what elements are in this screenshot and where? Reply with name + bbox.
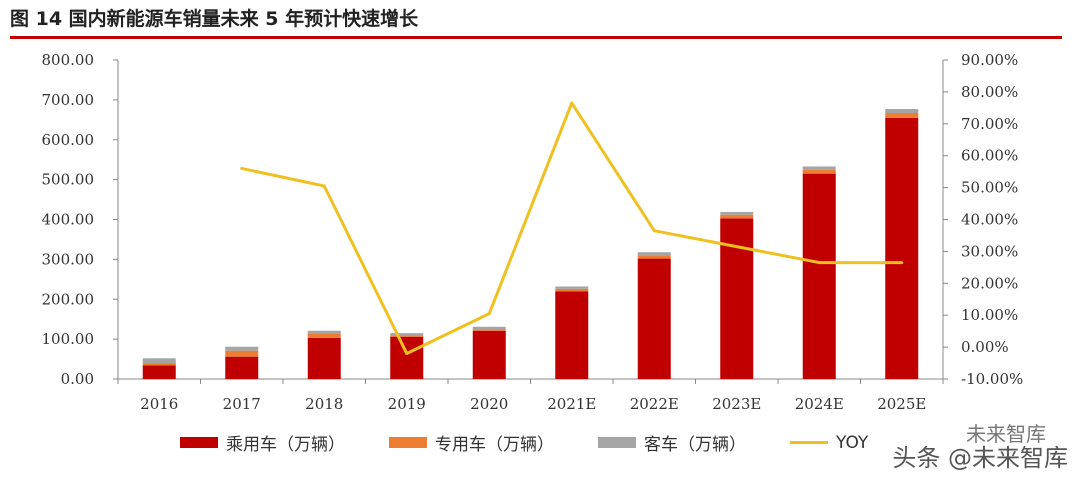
- y2-tick-label: 20.00%: [961, 274, 1018, 292]
- legend-swatch-special: [389, 437, 427, 448]
- bar-passenger: [885, 117, 919, 379]
- x-tick-label: 2024E: [795, 395, 844, 413]
- bar-special: [225, 350, 259, 357]
- bar-special: [802, 169, 836, 174]
- yoy-point: [735, 245, 739, 249]
- legend-label-passenger: 乘用车（万辆）: [226, 435, 345, 455]
- bar-special: [390, 335, 424, 337]
- bar-bus: [885, 109, 919, 114]
- legend-item-bus: 客车（万辆）: [598, 430, 746, 455]
- bar-bus: [390, 333, 424, 336]
- y-tick-label: 100.00: [42, 330, 95, 348]
- y2-tick-label: 90.00%: [961, 51, 1018, 69]
- bar-bus: [802, 166, 836, 170]
- y2-tick-label: -10.00%: [961, 370, 1023, 388]
- bar-special: [472, 329, 506, 331]
- legend-item-yoy: YOY: [790, 433, 868, 453]
- legend-label-bus: 客车（万辆）: [644, 435, 746, 455]
- bar-special: [142, 363, 176, 366]
- yoy-point: [487, 312, 491, 316]
- yoy-point: [570, 101, 574, 105]
- x-tick-label: 2018: [305, 395, 343, 413]
- y2-tick-label: 40.00%: [961, 211, 1018, 229]
- bar-bus: [307, 330, 341, 334]
- y2-tick-label: 30.00%: [961, 242, 1018, 260]
- bar-special: [307, 333, 341, 338]
- legend-label-special: 专用车（万辆）: [435, 435, 554, 455]
- bar-bus: [225, 346, 259, 351]
- y-tick-label: 400.00: [42, 211, 95, 229]
- y2-tick-label: 50.00%: [961, 179, 1018, 197]
- y-tick-label: 700.00: [42, 91, 95, 109]
- y-tick-label: 0.00: [61, 370, 94, 388]
- bar-bus: [472, 326, 506, 330]
- x-tick-label: 2019: [388, 395, 426, 413]
- y2-tick-label: 60.00%: [961, 147, 1018, 165]
- legend-label-yoy: YOY: [836, 432, 869, 453]
- bar-passenger: [472, 330, 506, 379]
- bar-passenger: [307, 337, 341, 379]
- legend-swatch-bus: [598, 437, 636, 448]
- bar-special: [720, 214, 754, 219]
- y-tick-label: 800.00: [42, 51, 95, 69]
- watermark: 头条 @未来智库: [892, 444, 1068, 472]
- bar-passenger: [390, 336, 424, 379]
- y-tick-label: 300.00: [42, 250, 95, 268]
- bar-special: [555, 288, 589, 292]
- chart-title: 图 14 国内新能源车销量未来 5 年预计快速增长: [10, 8, 419, 30]
- yoy-point: [817, 261, 821, 265]
- bar-bus: [555, 286, 589, 289]
- legend-item-special: 专用车（万辆）: [389, 430, 554, 455]
- bar-passenger: [802, 173, 836, 379]
- legend-swatch-passenger: [180, 437, 218, 448]
- bar-bus: [637, 252, 671, 256]
- bar-passenger: [555, 291, 589, 379]
- y2-tick-label: 10.00%: [961, 306, 1018, 324]
- yoy-point: [240, 166, 244, 170]
- x-tick-label: 2017: [223, 395, 261, 413]
- yoy-point: [322, 184, 326, 188]
- bar-passenger: [225, 356, 259, 379]
- bar-special: [885, 113, 919, 118]
- y2-tick-label: 70.00%: [961, 115, 1018, 133]
- x-tick-label: 2016: [140, 395, 178, 413]
- chart-legend: 乘用车（万辆） 专用车（万辆） 客车（万辆） YOY: [180, 430, 912, 455]
- yoy-point: [900, 261, 904, 265]
- bar-bus: [720, 211, 754, 215]
- bar-bus: [142, 358, 176, 364]
- yoy-point: [652, 229, 656, 233]
- watermark-top: 未来智库: [966, 422, 1046, 446]
- bar-passenger: [720, 218, 754, 379]
- y-tick-label: 200.00: [42, 290, 95, 308]
- bar-passenger: [637, 258, 671, 379]
- y-tick-label: 600.00: [42, 131, 95, 149]
- y2-tick-label: 0.00%: [961, 338, 1009, 356]
- y2-tick-label: 80.00%: [961, 83, 1018, 101]
- bar-special: [637, 255, 671, 259]
- legend-swatch-yoy: [790, 441, 828, 444]
- x-tick-label: 2025E: [877, 395, 926, 413]
- yoy-point: [405, 351, 409, 355]
- title-rule: [10, 36, 1062, 39]
- x-tick-label: 2020: [470, 395, 508, 413]
- x-tick-label: 2021E: [547, 395, 596, 413]
- bar-passenger: [142, 365, 176, 379]
- y-tick-label: 500.00: [42, 171, 95, 189]
- x-tick-label: 2023E: [712, 395, 761, 413]
- x-tick-label: 2022E: [630, 395, 679, 413]
- legend-item-passenger: 乘用车（万辆）: [180, 430, 345, 455]
